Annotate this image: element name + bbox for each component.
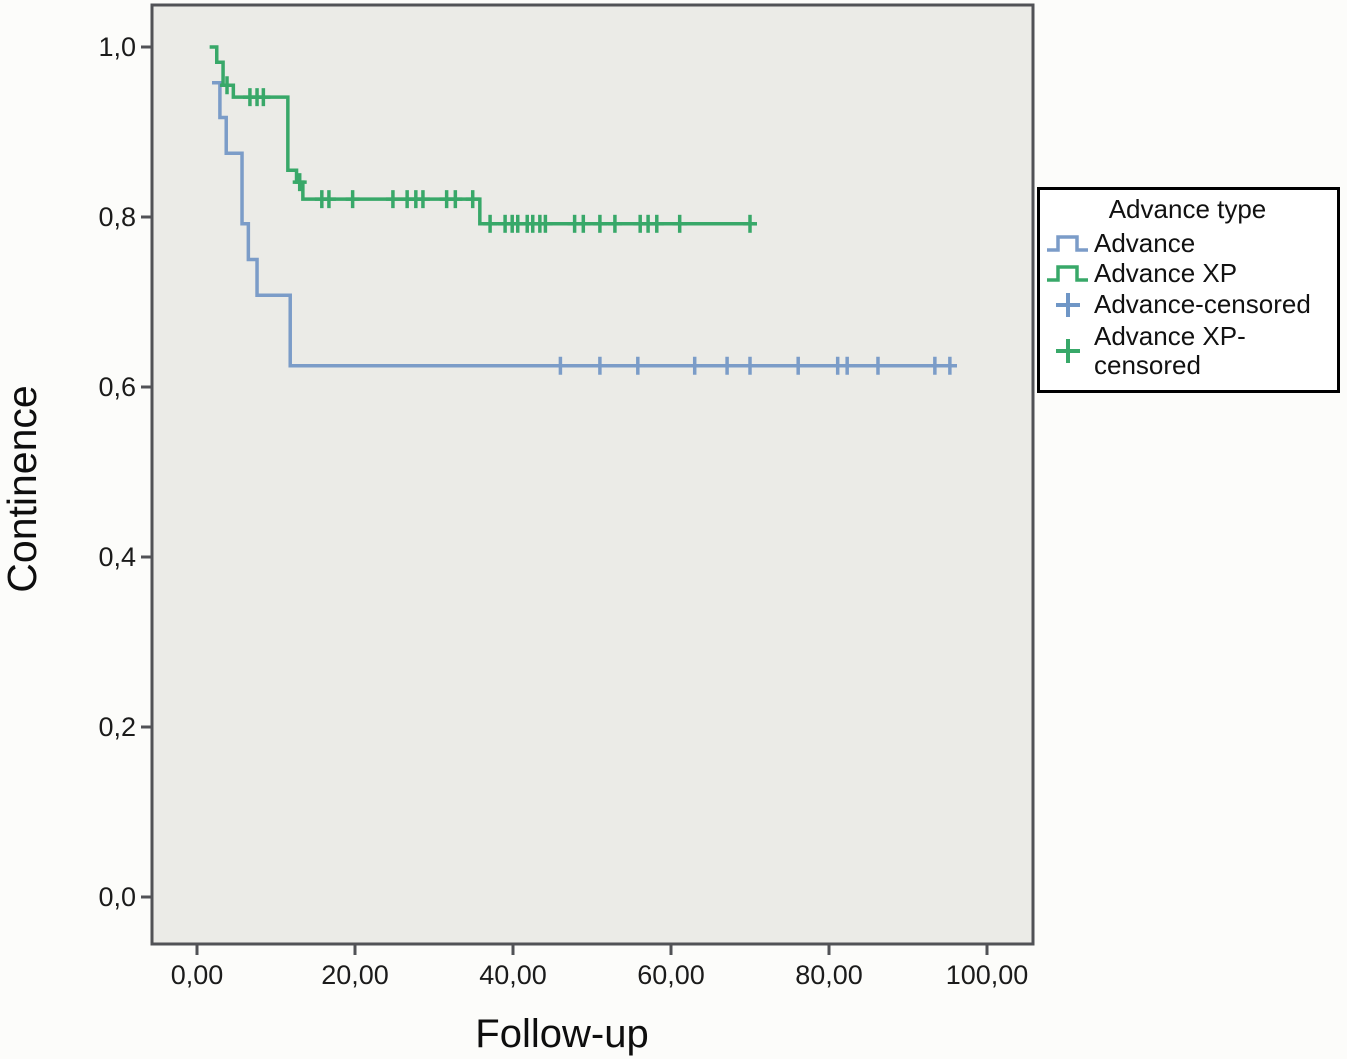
y-tick-label: 0,6 — [98, 372, 136, 402]
legend-item-label: Advance XP-censored — [1094, 320, 1246, 380]
advance-line-symbol — [1042, 229, 1094, 257]
advance-censored-plus-icon — [1042, 289, 1094, 321]
legend-title: Advance type — [1108, 194, 1267, 224]
advance-xp-line-symbol — [1042, 259, 1094, 287]
y-tick-label: 1,0 — [98, 32, 136, 62]
x-tick-label: 60,00 — [637, 960, 705, 990]
y-tick-label: 0,2 — [98, 712, 136, 742]
legend-item-advance-censored: Advance-censored — [1042, 289, 1333, 321]
legend-item-label: Advance XP — [1094, 257, 1238, 288]
legend-item-advance: Advance — [1042, 227, 1333, 258]
y-axis-title: Continence — [0, 385, 45, 592]
x-tick-label: 100,00 — [946, 960, 1029, 990]
x-axis-title: Follow-up — [475, 1012, 648, 1056]
y-tick-label: 0,4 — [98, 542, 136, 572]
series-layer — [209, 45, 957, 375]
x-tick-label: 80,00 — [795, 960, 863, 990]
x-tick-label: 0,00 — [171, 960, 224, 990]
legend-item-advance-xp: Advance XP — [1042, 257, 1333, 288]
y-tick-label: 0,8 — [98, 202, 136, 232]
x-tick-label: 20,00 — [321, 960, 389, 990]
legend: Advance type Advance Advance XP Advance-… — [1037, 187, 1340, 393]
legend-item-label: Advance — [1094, 227, 1196, 258]
legend-item-advance-xp-censored: Advance XP-censored — [1042, 320, 1333, 380]
y-tick-label: 0,0 — [98, 882, 136, 912]
axis-ticks: 0,00 20,00 40,00 60,00 80,00 100,00 1,0 0,8 0,6 0… — [98, 32, 1028, 990]
x-tick-label: 40,00 — [479, 960, 547, 990]
plot-area — [150, 3, 1035, 946]
advance-survival-line — [212, 80, 957, 368]
legend-item-label: Advance-censored — [1094, 289, 1311, 320]
advance-xp-censored-plus-icon — [1042, 335, 1094, 367]
